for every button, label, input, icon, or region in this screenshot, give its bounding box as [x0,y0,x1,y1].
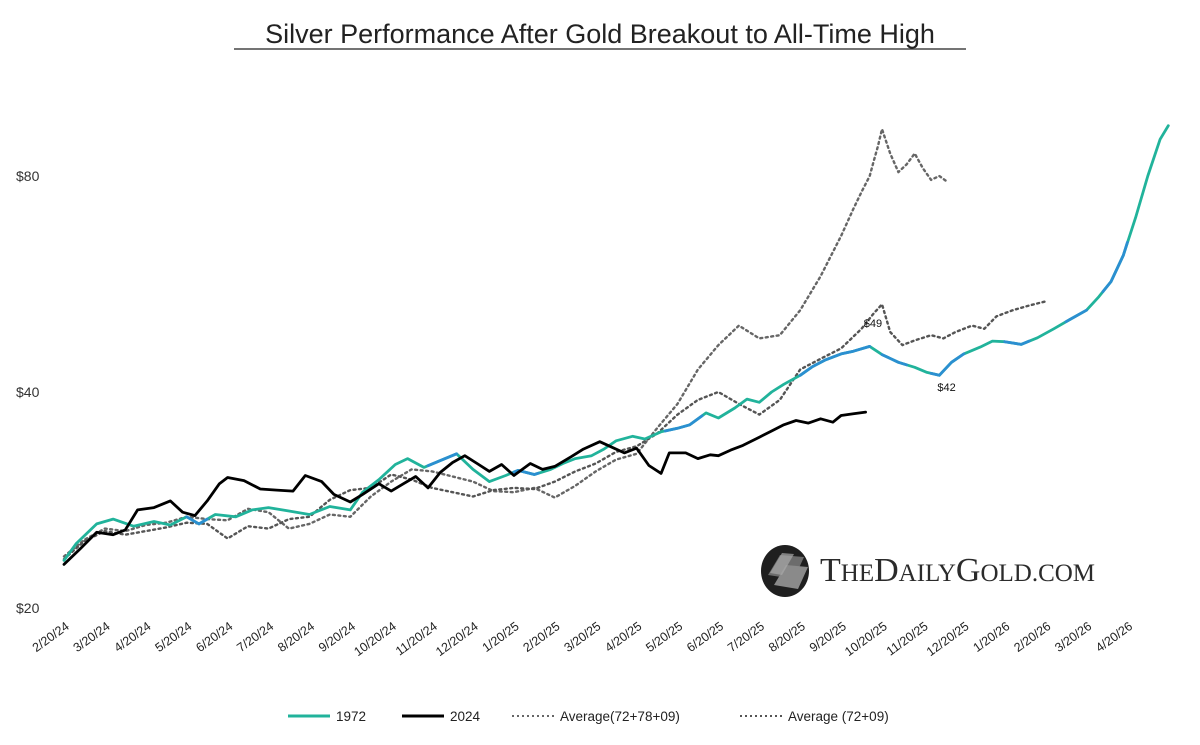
x-tick-label: 12/20/24 [433,619,481,659]
y-axis-tick-labels: $20 $40 $80 [16,168,40,616]
series-line-1972-segment [1101,240,1129,293]
x-tick-label: 6/20/24 [193,619,235,655]
x-tick-label: 3/20/24 [71,619,113,655]
legend-label-average-72-09: Average (72+09) [788,709,889,724]
x-tick-label: 8/20/25 [766,619,808,655]
x-tick-label: 2/20/26 [1011,619,1053,655]
series-line-2024 [62,410,867,566]
annotations: $49 $42 [864,318,956,394]
x-axis-tick-labels: 2/20/243/20/244/20/245/20/246/20/247/20/… [30,619,1135,659]
x-tick-label: 6/20/25 [684,619,726,655]
x-tick-label: 3/20/25 [561,619,603,655]
legend-item-1972: 1972 [288,709,366,724]
legend-item-average-72-78-09: Average(72+78+09) [512,709,680,724]
legend-label-average-72-78-09: Average(72+78+09) [560,709,680,724]
series-line-1972-segment [880,353,908,367]
brand-name: THEDAILYGOLD.COM [820,552,1095,589]
series-line-1972-segment [426,452,458,468]
x-tick-label: 7/20/24 [234,619,276,655]
x-tick-label: 11/20/25 [884,619,931,658]
annotation-label: $49 [864,318,882,330]
series-line-1972-segment [798,345,872,377]
brand-watermark: THEDAILYGOLD.COM [761,545,1095,597]
series-line-1972-segment [185,515,209,526]
x-tick-label: 4/20/25 [602,619,644,655]
x-tick-label: 8/20/24 [275,619,317,655]
x-tick-label: 2/20/24 [30,619,72,655]
gold-bars-icon [761,545,809,597]
series-layer [62,124,1170,566]
series-line-1972-segment [663,414,704,433]
series-line-1972-segment [1064,308,1088,324]
legend-item-average-72-09: Average (72+09) [740,709,889,724]
x-tick-label: 5/20/24 [152,619,194,655]
x-tick-label: 10/20/24 [351,619,399,659]
x-tick-label: 3/20/26 [1052,619,1094,655]
annotation-label: $42 [937,382,955,394]
x-tick-label: 11/20/24 [393,619,440,658]
series-line-average-72-78-09 [62,127,949,558]
x-tick-label: 4/20/24 [112,619,154,655]
series-line-average-72-09 [62,300,1047,561]
chart-title: Silver Performance After Gold Breakout t… [265,19,935,49]
legend: 1972 2024 Average(72+78+09) Average (72+… [288,709,889,724]
x-tick-label: 12/20/25 [924,619,972,659]
y-tick-label: $20 [16,600,40,616]
y-tick-label: $40 [16,384,40,400]
x-tick-label: 10/20/25 [842,619,890,659]
legend-label-1972: 1972 [336,709,366,724]
series-line-1972-segment [929,352,966,377]
x-tick-label: 1/20/26 [970,619,1012,655]
x-tick-label: 4/20/26 [1093,619,1135,655]
series-line-1972 [62,124,1170,562]
legend-label-2024: 2024 [450,709,481,724]
series-line-1972-segment [512,469,540,476]
x-tick-label: 1/20/25 [480,619,522,655]
x-tick-label: 2/20/25 [521,619,563,655]
legend-item-2024: 2024 [402,709,481,724]
series-line-1972-segment [1003,339,1031,346]
y-tick-label: $80 [16,168,40,184]
x-tick-label: 5/20/25 [643,619,685,655]
x-tick-label: 7/20/25 [725,619,767,655]
